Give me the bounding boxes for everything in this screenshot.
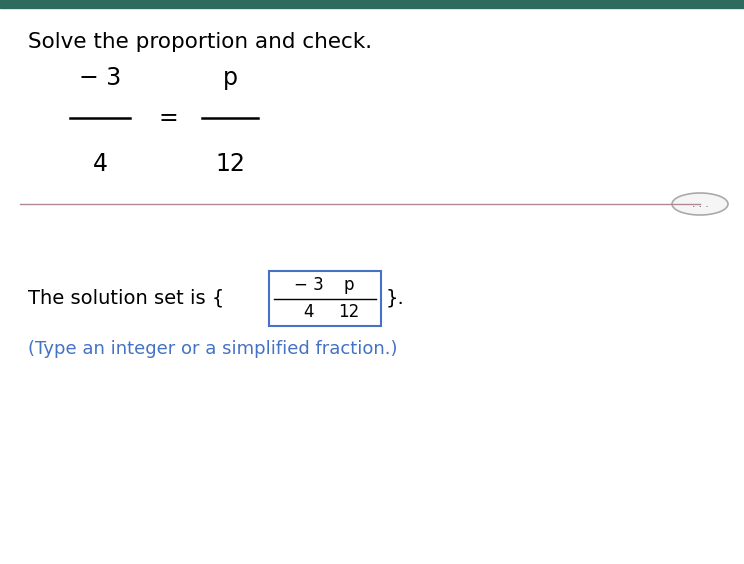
Text: =: = (158, 106, 178, 130)
Text: p: p (222, 66, 237, 90)
Text: Solve the proportion and check.: Solve the proportion and check. (28, 32, 372, 52)
Text: (Type an integer or a simplified fraction.): (Type an integer or a simplified fractio… (28, 340, 397, 358)
Text: 12: 12 (339, 303, 360, 321)
Text: 4: 4 (92, 152, 107, 176)
Bar (0, 0, 744, 8)
Text: p: p (344, 276, 354, 294)
Text: − 3: − 3 (79, 66, 121, 90)
Ellipse shape (672, 193, 728, 215)
Text: 4: 4 (304, 303, 314, 321)
Text: − 3: − 3 (294, 276, 324, 294)
FancyBboxPatch shape (269, 271, 381, 326)
Text: }.: }. (386, 289, 405, 307)
Text: . . .: . . . (692, 199, 708, 209)
Text: 12: 12 (215, 152, 245, 176)
Text: The solution set is {: The solution set is { (28, 289, 224, 307)
